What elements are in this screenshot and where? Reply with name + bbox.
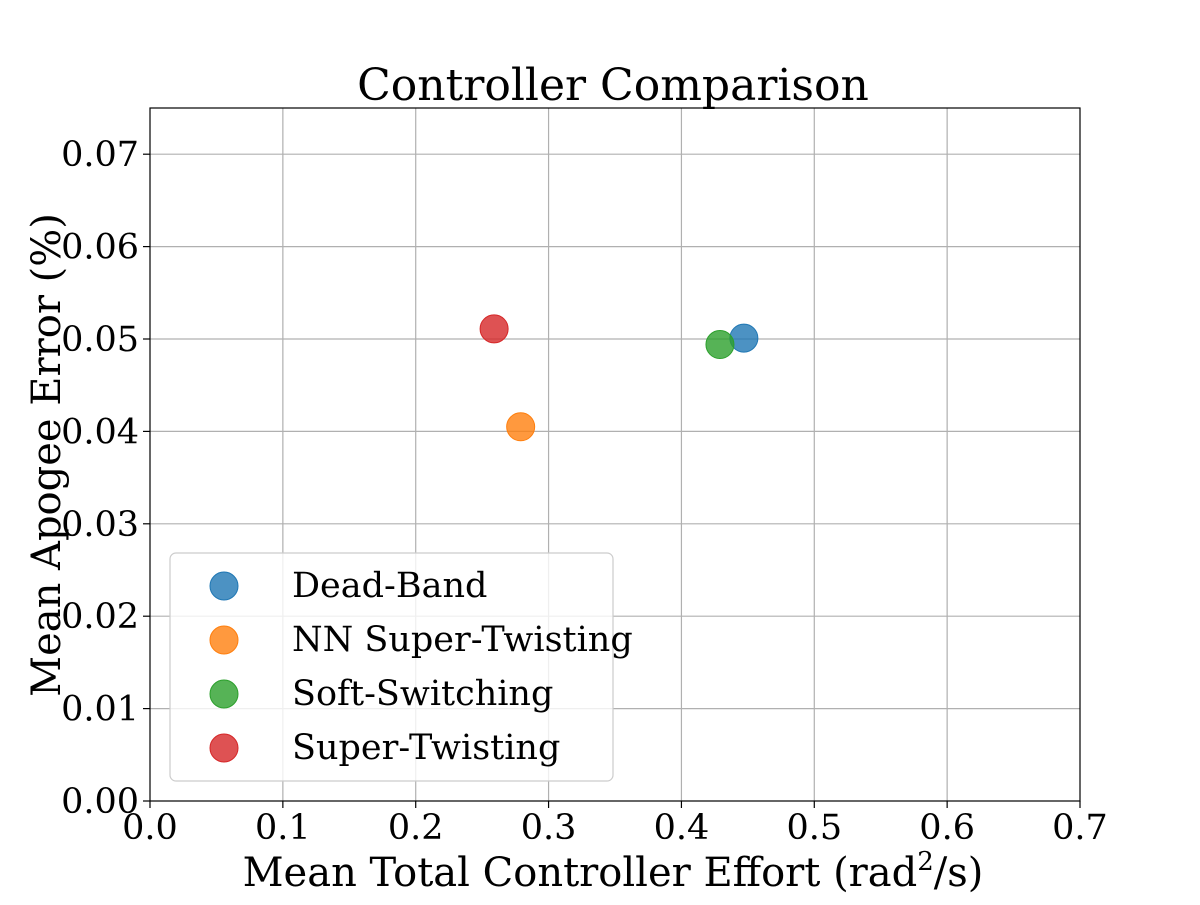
data-point-nn-super-twisting [506, 412, 536, 442]
legend-marker [209, 679, 239, 709]
y-tick-label: 0.00 [61, 782, 139, 822]
legend-frame [169, 552, 614, 782]
x-tick-label: 0.6 [919, 808, 975, 848]
legend-marker [209, 733, 239, 763]
x-tick-label: 0.0 [122, 808, 178, 848]
legend-label: NN Super-Twisting [292, 620, 633, 660]
y-tick-label: 0.04 [61, 412, 139, 452]
x-tick-label: 0.7 [1052, 808, 1108, 848]
x-axis-label: Mean Total Controller Effort (rad2/s) [243, 847, 984, 896]
y-tick-label: 0.06 [61, 228, 139, 268]
plot-frame [149, 107, 1081, 802]
x-tick-label: 0.3 [521, 808, 577, 848]
data-point-soft-switching [705, 330, 735, 360]
y-tick-label: 0.07 [61, 135, 139, 175]
legend-marker [209, 625, 239, 655]
chart-title: Controller Comparison [357, 60, 869, 111]
x-tick-label: 0.4 [654, 808, 710, 848]
grid-lines [150, 108, 1080, 801]
y-tick-label: 0.01 [61, 690, 139, 730]
legend-label: Dead-Band [292, 566, 487, 606]
legend: Dead-Band NN Super-Twisting Soft-Switching… [169, 552, 633, 782]
y-axis-label: Mean Apogee Error (%) [24, 213, 70, 697]
legend-marker [209, 571, 239, 601]
axis-ticks: 0.0 0.1 0.2 0.3 0.4 0.5 0.6 0.7 0.00 0.01 0.02 0.03… [61, 135, 1108, 848]
x-tick-label: 0.1 [255, 808, 311, 848]
y-tick-label: 0.03 [61, 505, 139, 545]
data-point-super-twisting [479, 314, 509, 344]
data-point-dead-band [729, 323, 759, 353]
legend-label: Soft-Switching [292, 674, 553, 714]
x-tick-label: 0.5 [786, 808, 842, 848]
y-tick-label: 0.02 [61, 597, 139, 637]
x-tick-label: 0.2 [388, 808, 444, 848]
data-points [479, 314, 759, 442]
y-tick-label: 0.05 [61, 320, 139, 360]
legend-label: Super-Twisting [292, 728, 560, 768]
